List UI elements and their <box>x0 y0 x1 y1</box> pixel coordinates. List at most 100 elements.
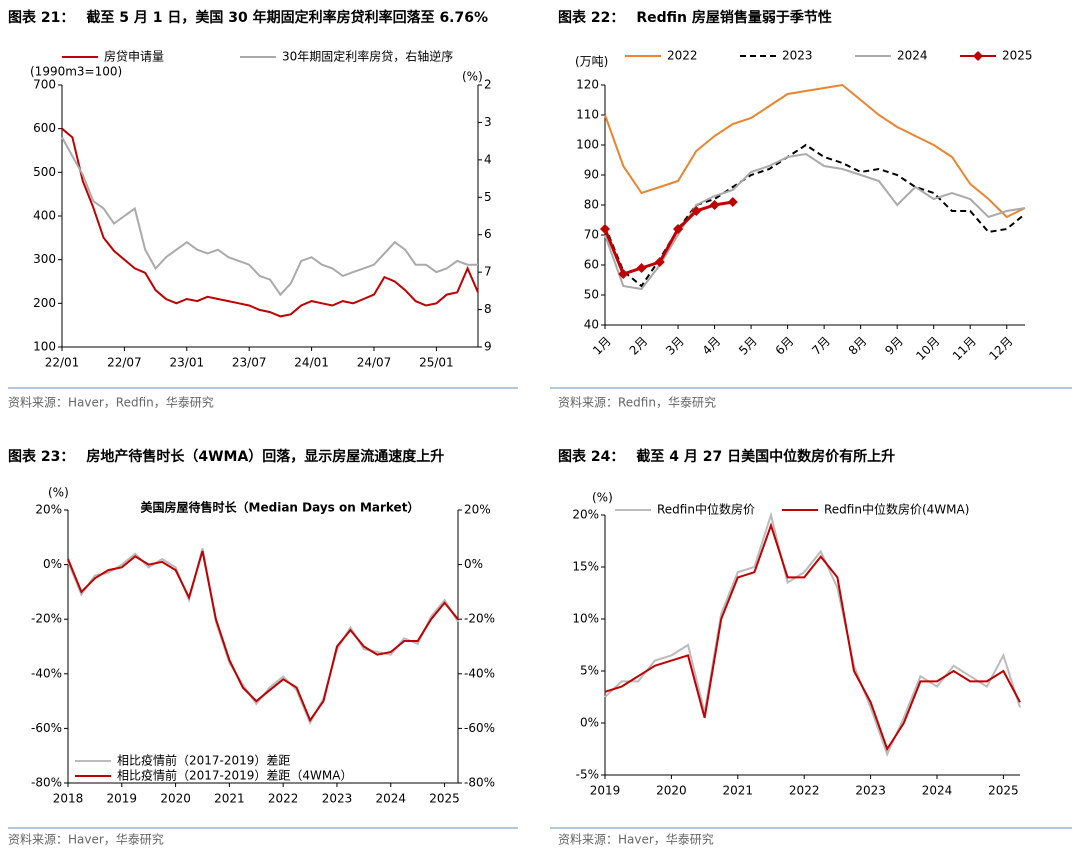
y-tick-label: 0% <box>43 557 62 571</box>
x-tick-label: 2025 <box>988 784 1019 798</box>
legend-label: Redfin中位数房价(4WMA) <box>824 502 969 517</box>
y-tick-label: 60 <box>584 258 599 272</box>
x-tick-label: 6月 <box>773 334 797 358</box>
y-tick-label: 110 <box>576 108 599 122</box>
chart-title: 图表 21： 截至 5 月 1 日，美国 30 年期固定利率房贷利率回落至 6.7… <box>8 9 488 26</box>
y-tick-label: 10% <box>572 612 599 626</box>
y2-tick-label: 2 <box>484 78 492 92</box>
source: 资料来源：Haver，华泰研究 <box>8 832 164 847</box>
chart-title: 图表 23： 房地产待售时长（4WMA）回落，显示房屋流通速度上升 <box>8 448 444 465</box>
x-tick-label: 9月 <box>882 334 906 358</box>
layout <box>8 387 1072 829</box>
series-line <box>604 152 1026 291</box>
y-tick-label: -20% <box>31 612 62 626</box>
x-tick-label: 2024 <box>375 792 406 806</box>
y-tick-label: 70 <box>584 228 599 242</box>
x-tick-label: 23/07 <box>232 356 267 370</box>
x-tick-label: 2020 <box>160 792 191 806</box>
x-tick-label: 12月 <box>986 334 1015 363</box>
y-tick-label: 300 <box>33 252 56 266</box>
source: 资料来源：Haver，Redfin，华泰研究 <box>8 395 214 410</box>
series-line <box>61 127 479 318</box>
chart-title-text: 截至 5 月 1 日，美国 30 年期固定利率房贷利率回落至 6.76% <box>86 9 488 26</box>
x-tick-label: 1月 <box>590 334 614 358</box>
x-tick-label: 2018 <box>53 792 84 806</box>
chart-title-text: 截至 4 月 27 日美国中位数房价有所上升 <box>636 448 895 465</box>
x-tick-label: 2024 <box>922 784 953 798</box>
y-tick-label: 100 <box>576 138 599 152</box>
chart-title: 图表 22： Redfin 房屋销售量弱于季节性 <box>558 9 832 26</box>
x-tick-label: 7月 <box>809 334 833 358</box>
y-tick-label: 500 <box>33 165 56 179</box>
y2-tick-label: 3 <box>484 115 492 129</box>
x-tick-label: 4月 <box>700 334 724 358</box>
x-tick-label: 2022 <box>268 792 299 806</box>
y-tick-label: -40% <box>31 666 62 680</box>
y-tick-label: 80 <box>584 198 599 212</box>
y-tick-label: 0% <box>580 716 599 730</box>
y-tick-label: -60% <box>31 721 62 735</box>
y-tick-label: 50 <box>584 288 599 302</box>
y2-tick-label: 5 <box>484 190 492 204</box>
chart-title-text: 房地产待售时长（4WMA）回落，显示房屋流通速度上升 <box>86 448 444 465</box>
y-tick-label: 200 <box>33 296 56 310</box>
y-unit: (%) <box>48 486 69 500</box>
y2-tick-label: 4 <box>484 152 492 166</box>
y-tick-label: -5% <box>576 768 599 782</box>
y-unit: (万吨) <box>575 55 608 69</box>
legend-label: 2022 <box>667 49 698 63</box>
marker <box>727 197 738 207</box>
marker <box>618 269 629 279</box>
x-tick-label: 2021 <box>723 784 754 798</box>
y-tick-label: 5% <box>580 664 599 678</box>
x-tick-label: 22/01 <box>45 356 80 370</box>
legend-label: 30年期固定利率房贷，右轴逆序 <box>282 49 453 64</box>
y2-tick-label: 6 <box>484 227 492 241</box>
chart-label: 图表 23： <box>8 448 74 465</box>
y2-tick-label: 0% <box>464 557 483 571</box>
y2-unit: (%) <box>462 70 483 84</box>
legend-label: 2023 <box>782 49 813 63</box>
y2-tick-label: -80% <box>464 776 495 790</box>
chart-label: 图表 21： <box>8 9 74 26</box>
series-line <box>604 511 1021 757</box>
legend-label: 相比疫情前（2017-2019）差距（4WMA） <box>117 768 352 783</box>
y-unit: (1990m3=100) <box>30 65 122 79</box>
y-tick-label: 40 <box>584 318 599 332</box>
y-tick-label: 700 <box>33 78 56 92</box>
y-tick-label: 20% <box>572 508 599 522</box>
source: 资料来源：Haver，华泰研究 <box>558 832 714 847</box>
series-line <box>604 143 1026 288</box>
y2-tick-label: 8 <box>484 302 492 316</box>
subtitle: 美国房屋待售时长（Median Days on Market） <box>141 500 420 515</box>
y2-tick-label: 7 <box>484 265 492 279</box>
y-tick-label: 120 <box>576 78 599 92</box>
x-tick-label: 5月 <box>736 334 760 358</box>
marker <box>600 224 610 234</box>
y-tick-label: 15% <box>572 560 599 574</box>
legend-label: 2025 <box>1002 49 1033 63</box>
x-tick-label: 2023 <box>855 784 886 798</box>
y2-tick-label: 20% <box>464 503 491 517</box>
marker <box>673 224 684 234</box>
marker <box>691 206 702 216</box>
series-line <box>604 83 1026 219</box>
legend-label: Redfin中位数房价 <box>657 502 755 517</box>
marker <box>709 200 720 210</box>
y2-tick-label: -20% <box>464 612 495 626</box>
series-line <box>61 136 478 297</box>
chart-label: 图表 24： <box>558 448 624 465</box>
x-tick-label: 8月 <box>846 334 870 358</box>
x-tick-label: 11月 <box>950 334 979 363</box>
chart-title-text: Redfin 房屋销售量弱于季节性 <box>636 9 832 26</box>
x-tick-label: 10月 <box>913 334 942 363</box>
x-tick-label: 2020 <box>656 784 687 798</box>
series-line <box>604 522 1021 752</box>
x-tick-label: 2月 <box>627 334 651 358</box>
legend-label: 相比疫情前（2017-2019）差距 <box>117 753 290 768</box>
x-tick-label: 2019 <box>107 792 138 806</box>
y-tick-label: -80% <box>31 776 62 790</box>
x-tick-label: 3月 <box>663 334 687 358</box>
y-tick-label: 100 <box>33 340 56 354</box>
